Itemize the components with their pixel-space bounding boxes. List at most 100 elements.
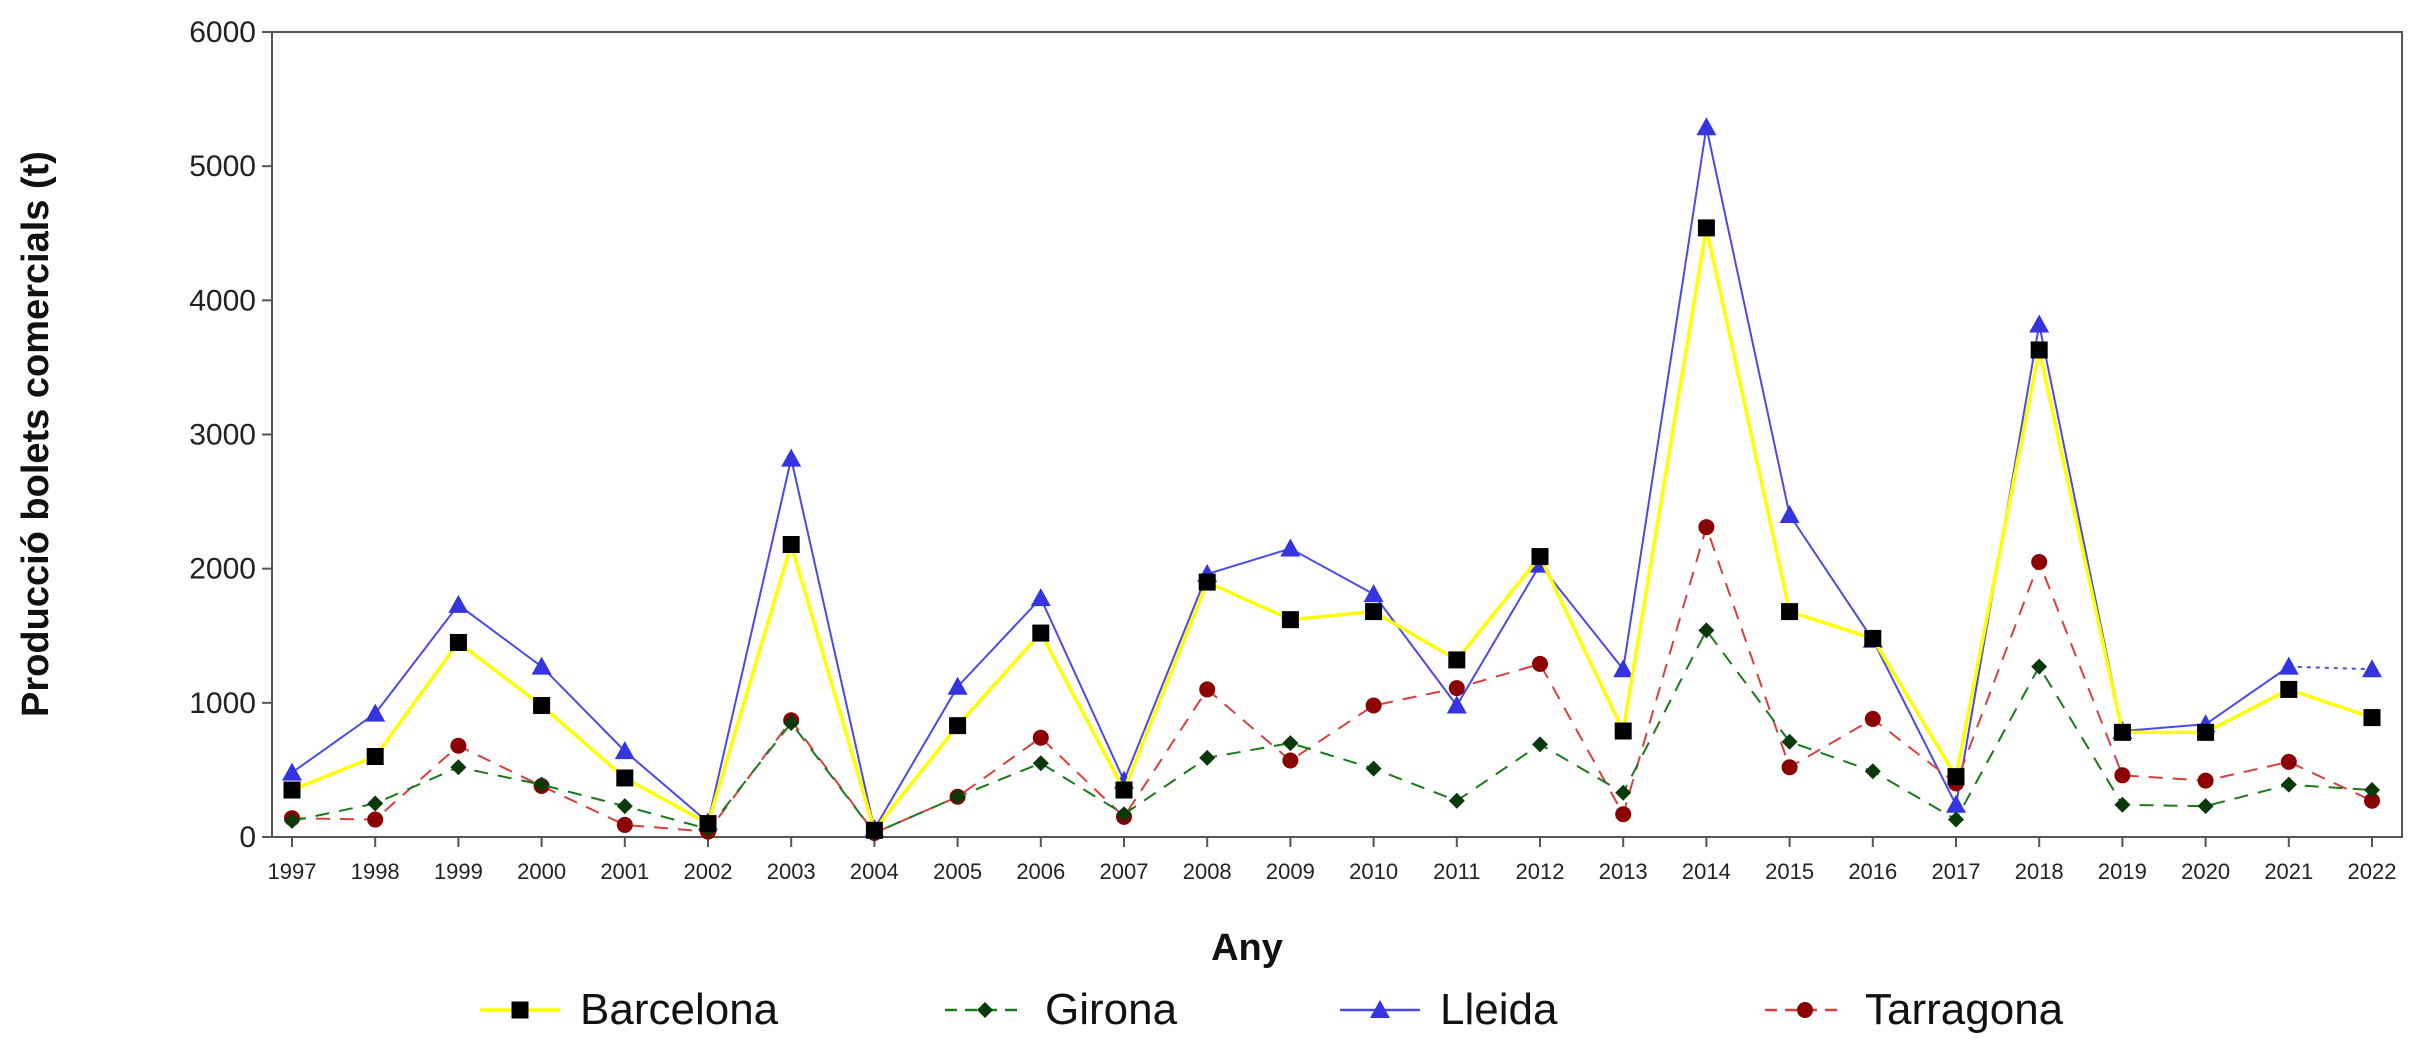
- x-tick-label: 2012: [1516, 859, 1565, 884]
- x-tick-label: 2003: [767, 859, 816, 884]
- data-point: [1446, 695, 1467, 714]
- x-tick-label: 2005: [933, 859, 982, 884]
- data-point: [1698, 519, 1715, 536]
- data-point: [2364, 792, 2380, 809]
- data-point: [2197, 772, 2214, 789]
- plot-area: [271, 31, 2403, 838]
- y-axis-ticks: 0 1000 2000 3000 4000 5000 6000: [189, 16, 272, 854]
- legend-item-girona: Girona: [945, 985, 1178, 1034]
- legend-label: Tarragona: [1865, 985, 2064, 1034]
- x-tick-label: 2018: [2015, 859, 2064, 884]
- legend: Barcelona Girona Lleida Tarragona: [480, 985, 2064, 1034]
- data-point: [2280, 753, 2297, 770]
- data-point: [1948, 811, 1964, 828]
- data-point: [282, 762, 302, 781]
- data-point: [947, 676, 968, 695]
- data-point: [1281, 611, 1299, 629]
- data-point: [1365, 603, 1383, 621]
- x-axis-title: Any: [1211, 927, 1283, 969]
- legend-label: Barcelona: [580, 985, 779, 1034]
- series-line: [291, 523, 2373, 835]
- x-tick-label: 2010: [1349, 859, 1398, 884]
- legend-marker: [511, 1001, 529, 1019]
- data-point: [949, 788, 966, 805]
- data-point: [2031, 553, 2048, 570]
- y-tick-label: 0: [239, 821, 256, 854]
- x-tick-label: 2021: [2264, 859, 2313, 884]
- x-tick-label: 2007: [1100, 859, 1149, 884]
- data-point: [2197, 723, 2215, 741]
- series-barcelona: [283, 219, 2381, 839]
- x-tick-label: 2022: [2348, 859, 2397, 884]
- x-tick-label: 2000: [517, 859, 566, 884]
- data-point: [449, 633, 467, 651]
- data-point: [2030, 341, 2048, 359]
- data-point: [1199, 749, 1216, 766]
- data-point: [699, 815, 717, 833]
- data-point: [366, 748, 384, 765]
- data-point: [1365, 697, 1382, 714]
- data-point: [533, 776, 550, 793]
- legend-item-lleida: Lleida: [1340, 985, 1558, 1034]
- data-point: [614, 741, 635, 760]
- data-point: [367, 811, 384, 828]
- x-tick-label: 2011: [1433, 859, 1480, 884]
- data-point: [531, 656, 552, 675]
- data-point: [1448, 680, 1465, 697]
- series-layer: [282, 117, 2382, 841]
- data-point: [533, 697, 551, 715]
- data-point: [1032, 729, 1049, 746]
- data-point: [1946, 794, 1966, 813]
- data-point: [781, 448, 802, 467]
- x-tick-label: 2013: [1599, 859, 1648, 884]
- x-tick-label: 2004: [850, 859, 899, 884]
- data-point: [1864, 629, 1882, 647]
- x-tick-label: 2019: [2098, 859, 2147, 884]
- data-point: [2363, 709, 2381, 727]
- data-point: [2114, 767, 2131, 784]
- data-point: [1864, 710, 1881, 727]
- data-point: [2362, 659, 2382, 678]
- data-point: [1696, 117, 1717, 136]
- legend-marker: [1370, 1000, 1390, 1018]
- data-point: [1448, 651, 1466, 669]
- data-point: [1282, 735, 1299, 752]
- x-tick-label: 2017: [1932, 859, 1981, 884]
- series-line: [291, 628, 2373, 835]
- legend-item-tarragona: Tarragona: [1765, 985, 2064, 1034]
- x-tick-label: 2015: [1765, 859, 1814, 884]
- data-point: [2031, 658, 2048, 675]
- data-point: [283, 781, 301, 799]
- y-tick-label: 3000: [189, 419, 256, 452]
- data-point: [2280, 776, 2297, 793]
- data-point: [2364, 782, 2380, 799]
- data-point: [1199, 681, 1216, 698]
- x-tick-label: 2016: [1848, 859, 1897, 884]
- data-point: [1613, 659, 1634, 678]
- legend-marker: [977, 1002, 993, 1018]
- data-point: [1030, 588, 1051, 607]
- legend-label: Lleida: [1440, 985, 1558, 1034]
- data-point: [1947, 768, 1965, 786]
- legend-item-barcelona: Barcelona: [480, 985, 779, 1034]
- data-point: [1448, 792, 1465, 809]
- data-point: [616, 798, 633, 815]
- data-point: [1697, 219, 1715, 237]
- x-tick-label: 1997: [268, 859, 317, 884]
- data-point: [2029, 314, 2050, 333]
- legend-marker: [1797, 1002, 1813, 1018]
- data-point: [450, 759, 467, 776]
- data-point: [2278, 656, 2299, 675]
- data-point: [616, 769, 634, 787]
- data-point: [284, 812, 300, 829]
- series-line: [291, 227, 2373, 835]
- data-point: [616, 816, 633, 833]
- data-point: [2114, 796, 2131, 813]
- x-tick-label: 2001: [600, 859, 649, 884]
- y-tick-label: 6000: [189, 16, 256, 49]
- data-point: [1779, 505, 1800, 523]
- x-tick-label: 2020: [2181, 859, 2230, 884]
- series-girona: [284, 622, 2380, 841]
